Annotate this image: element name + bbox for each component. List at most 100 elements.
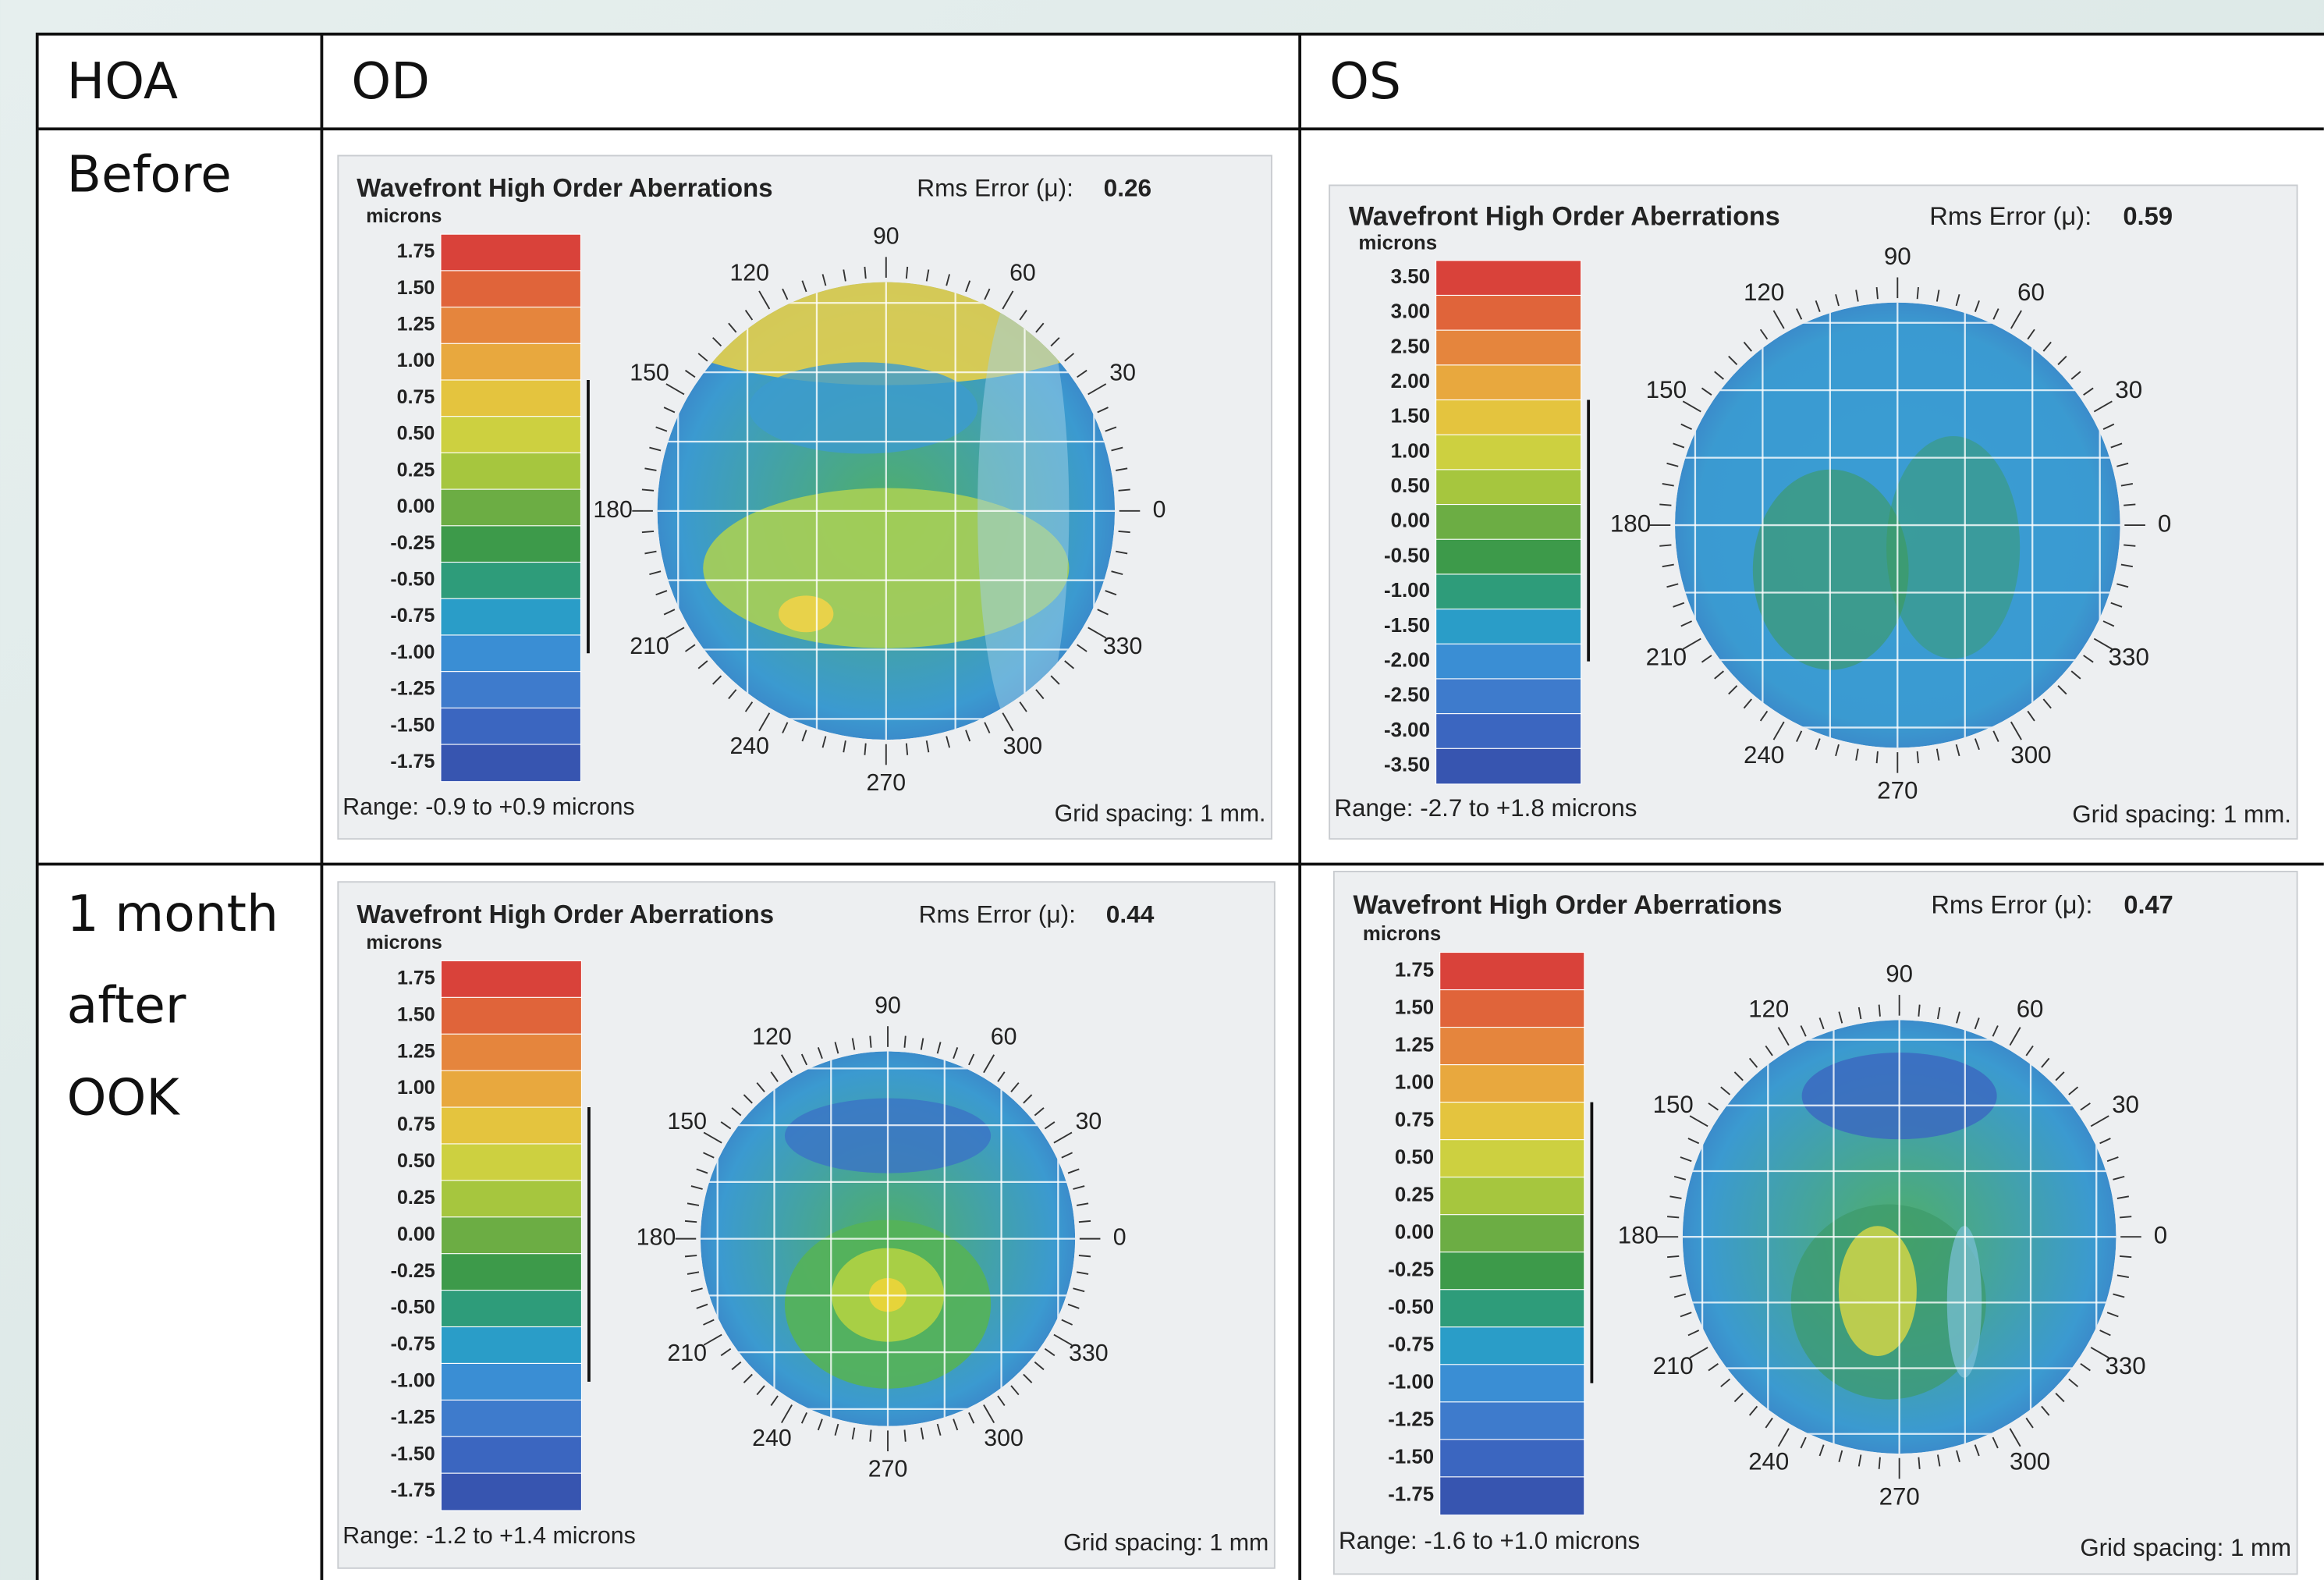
angle-label: 90 [875,993,901,1019]
scale-label: 1.25 [397,1040,435,1062]
scale-band [441,997,581,1035]
scale-band [1436,574,1581,610]
scale-label: -1.75 [390,751,435,772]
angle-tick [1119,531,1130,532]
angle-label: 150 [1646,376,1687,403]
scale-band [1436,365,1581,401]
scale-label: 1.25 [1395,1034,1434,1056]
angle-tick [1667,1216,1679,1217]
range-label: Range: -0.9 to +0.9 microns [342,794,634,820]
grid-spacing: Grid spacing: 1 mm. [1055,801,1266,827]
angle-label: 150 [630,360,669,386]
angle-tick [1877,287,1878,299]
scale-label: -3.50 [1384,754,1430,776]
scale-label: 1.75 [1395,959,1434,981]
rms-label: Rms Error (μ): [1929,201,2092,230]
scale-label: 0.50 [1391,475,1430,497]
scale-label: 1.50 [397,277,435,299]
angle-tick [1879,1458,1880,1469]
angle-label: 210 [1646,644,1687,671]
scale-label: 1.00 [397,1077,435,1099]
scale-band [441,343,581,381]
scale-band [1436,261,1581,296]
scale-label: 1.00 [1391,440,1430,462]
angle-label: 150 [1653,1091,1694,1118]
scale-label: 0.75 [397,386,435,408]
scale-band [441,1254,581,1291]
scale-label: 0.00 [1395,1222,1434,1244]
scale-band [441,1107,581,1145]
angle-tick [864,744,865,755]
scale-label: -2.50 [1384,684,1430,706]
scale-label: -1.25 [391,1406,435,1428]
range-label: Range: -1.6 to +1.0 microns [1339,1527,1640,1554]
header-cell: OD [351,52,430,111]
scale-label: -2.00 [1384,649,1430,671]
angle-label: 270 [1877,777,1918,804]
scale-band [1440,1028,1584,1066]
angle-label: 300 [984,1426,1024,1451]
scale-label: -0.50 [1388,1297,1434,1319]
scale-band [441,960,581,998]
scale-band [1440,953,1584,991]
scale-label: -1.25 [390,678,435,700]
scale-label: -0.25 [391,1260,435,1282]
angle-tick [2124,504,2135,505]
angle-label: 120 [1744,279,1784,306]
scale-band [441,1144,581,1181]
angle-label: 270 [1879,1482,1920,1510]
scale-band [1440,1102,1584,1141]
rms-value: 0.26 [1104,174,1151,202]
rms-value: 0.59 [2123,201,2173,230]
page: HOA OD OS Before 1 month after OOK Wavef… [0,0,2324,1580]
angle-tick [1918,1005,1919,1017]
angle-label: 0 [2154,1221,2167,1248]
scale-label: -3.00 [1384,719,1430,741]
scale-band [441,563,581,600]
grid-spacing: Grid spacing: 1 mm [1063,1530,1268,1556]
scale-label: 1.50 [397,1003,435,1025]
angle-tick [864,267,865,279]
angle-label: 180 [593,497,633,523]
scale-label: 1.25 [397,314,435,336]
header-cell: OS [1329,52,1401,111]
angle-label: 30 [1075,1109,1102,1134]
angle-tick [870,1036,871,1048]
scale-label: -1.50 [391,1443,435,1465]
scale-label: -1.00 [1388,1372,1434,1394]
angle-label: 90 [1886,960,1913,988]
angle-label: 240 [729,733,768,759]
scale-band [441,234,581,272]
map-title: Wavefront High Order Aberrations [1349,201,1780,231]
scale-band [1440,1252,1584,1291]
wavefront-map: Wavefront High Order AberrationsRms Erro… [338,155,1272,839]
angle-tick [685,1221,697,1222]
scale-band [441,417,581,454]
map-title: Wavefront High Order Aberrations [357,173,772,202]
unit-label: microns [1363,923,1441,945]
scale-band [441,598,581,636]
scale-band [441,453,581,490]
angle-label: 150 [667,1109,707,1134]
map-contour [779,595,833,632]
scale-band [1436,714,1581,750]
scale-band [441,271,581,308]
scale-band [441,744,581,782]
angle-tick [1879,1005,1880,1017]
angle-label: 210 [667,1340,707,1366]
scale-band [1436,679,1581,715]
scale-band [1440,1477,1584,1515]
scale-label: -1.00 [391,1369,435,1391]
scale-label: 0.50 [397,423,435,445]
scale-label: -1.50 [1384,615,1430,637]
map-surface [1683,1020,2116,1454]
scale-band [441,708,581,745]
scale-band [1436,435,1581,470]
scale-label: 0.00 [397,1223,435,1245]
scale-label: -0.25 [390,532,435,554]
scale-label: -0.75 [391,1333,435,1355]
scale-label: -1.50 [1388,1447,1434,1468]
angle-label: 300 [2010,1447,2050,1475]
angle-label: 0 [2158,510,2171,537]
angle-label: 0 [1113,1225,1127,1251]
